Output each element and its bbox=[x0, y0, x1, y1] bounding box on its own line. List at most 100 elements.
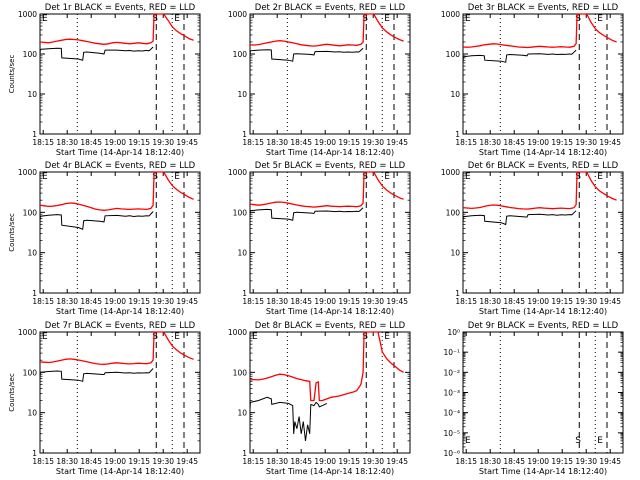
y-tick-label: 100 bbox=[23, 368, 38, 377]
x-tick-label: 18:45 bbox=[290, 457, 312, 466]
y-tick-label: 10 bbox=[237, 249, 247, 258]
y-tick-label: 1 bbox=[242, 289, 247, 298]
y-tick-label: 10 bbox=[237, 90, 247, 99]
series-line-events bbox=[249, 396, 328, 441]
x-tick-label: 19:30 bbox=[362, 457, 384, 466]
x-tick-label: 18:30 bbox=[266, 297, 288, 306]
series-line-lld bbox=[249, 331, 404, 402]
chart-panel-9: Det 9r BLACK = Events, RED = LLD Start Ti… bbox=[443, 321, 624, 476]
x-tick-label: 18:15 bbox=[455, 457, 477, 466]
y-tick-label: 1000 bbox=[18, 168, 37, 177]
x-tick-label: 19:30 bbox=[152, 138, 174, 147]
x-tick-label: 18:45 bbox=[503, 138, 525, 147]
y-tick-label: 1 bbox=[242, 130, 247, 139]
x-tick-label: 19:45 bbox=[599, 138, 621, 147]
y-tick-label: 1000 bbox=[228, 10, 247, 19]
x-tick-label: 19:15 bbox=[338, 457, 360, 466]
marker-s: S bbox=[362, 332, 368, 342]
plot-frame bbox=[462, 331, 624, 454]
marker-e-right: E bbox=[384, 14, 390, 24]
chart-title: Det 6r BLACK = Events, RED = LLD bbox=[468, 161, 619, 171]
x-tick-label: 18:15 bbox=[455, 297, 477, 306]
x-tick-label: 18:15 bbox=[242, 297, 264, 306]
y-axis-label: Counts/sec bbox=[8, 213, 16, 252]
chart-title: Det 5r BLACK = Events, RED = LLD bbox=[255, 161, 406, 171]
chart-panel-6: Det 6r BLACK = Events, RED = LLD Start Ti… bbox=[441, 161, 624, 316]
chart-title: Det 4r BLACK = Events, RED = LLD bbox=[45, 161, 196, 171]
series-line-events bbox=[462, 49, 577, 63]
marker-e-right: E bbox=[174, 332, 180, 342]
marker-s: S bbox=[152, 14, 158, 24]
series-line-events bbox=[39, 46, 154, 61]
x-tick-label: 18:30 bbox=[479, 138, 501, 147]
y-tick-label: 100 bbox=[233, 50, 248, 59]
x-tick-label: 19:15 bbox=[338, 138, 360, 147]
y-tick-label: 100 bbox=[233, 368, 248, 377]
x-tick-label: 18:15 bbox=[32, 138, 54, 147]
plot-frame bbox=[249, 171, 411, 294]
chart-panel-3: Det 3r BLACK = Events, RED = LLD Start Ti… bbox=[441, 3, 624, 157]
x-tick-label: 19:00 bbox=[104, 457, 126, 466]
x-tick-label: 19:45 bbox=[176, 138, 198, 147]
series-line-events bbox=[39, 211, 154, 231]
x-tick-label: 19:15 bbox=[338, 297, 360, 306]
y-tick-label: 1000 bbox=[18, 10, 37, 19]
x-tick-label: 19:45 bbox=[386, 138, 408, 147]
x-tick-label: 18:45 bbox=[503, 297, 525, 306]
x-tick-label: 18:45 bbox=[80, 297, 102, 306]
x-axis-label: Start Time (14-Apr-14 18:12:40) bbox=[266, 467, 394, 476]
marker-e-left: E bbox=[465, 14, 471, 24]
x-tick-label: 19:30 bbox=[575, 457, 597, 466]
x-tick-label: 19:45 bbox=[599, 297, 621, 306]
y-tick-label: 10⁻¹ bbox=[443, 348, 460, 357]
y-axis-label: Counts/sec bbox=[8, 55, 16, 94]
x-tick-label: 19:15 bbox=[128, 138, 150, 147]
plot-frame bbox=[39, 331, 201, 454]
y-tick-label: 10⁰ bbox=[447, 328, 460, 337]
series-line-lld bbox=[462, 13, 617, 49]
y-tick-label: 10 bbox=[27, 409, 37, 418]
y-tick-label: 1000 bbox=[441, 10, 460, 19]
marker-e-right: E bbox=[597, 436, 603, 446]
series-line-lld bbox=[39, 331, 194, 365]
x-tick-label: 19:15 bbox=[551, 138, 573, 147]
x-tick-label: 19:15 bbox=[128, 457, 150, 466]
marker-s: S bbox=[152, 332, 158, 342]
x-tick-label: 19:15 bbox=[551, 457, 573, 466]
y-tick-label: 100 bbox=[233, 208, 248, 217]
x-tick-label: 18:30 bbox=[56, 138, 78, 147]
x-tick-label: 18:15 bbox=[242, 138, 264, 147]
marker-e-right: E bbox=[597, 172, 603, 182]
x-tick-label: 18:30 bbox=[266, 457, 288, 466]
x-tick-label: 18:15 bbox=[242, 457, 264, 466]
x-tick-label: 19:00 bbox=[527, 138, 549, 147]
x-tick-label: 19:30 bbox=[152, 297, 174, 306]
marker-e-left: E bbox=[42, 14, 48, 24]
x-tick-label: 19:00 bbox=[314, 457, 336, 466]
chart-panel-2: Det 2r BLACK = Events, RED = LLD Start Ti… bbox=[228, 3, 411, 157]
y-tick-label: 10⁻⁴ bbox=[443, 409, 460, 418]
x-tick-label: 19:45 bbox=[176, 457, 198, 466]
x-tick-label: 18:30 bbox=[56, 297, 78, 306]
series-line-events bbox=[249, 207, 364, 221]
marker-s: S bbox=[575, 14, 581, 24]
chart-title: Det 7r BLACK = Events, RED = LLD bbox=[45, 321, 196, 331]
x-tick-label: 18:45 bbox=[503, 457, 525, 466]
y-axis-label: Counts/sec bbox=[8, 373, 16, 412]
y-tick-label: 10 bbox=[237, 409, 247, 418]
x-axis-label: Start Time (14-Apr-14 18:12:40) bbox=[479, 307, 607, 316]
x-tick-label: 19:30 bbox=[575, 138, 597, 147]
series-line-lld bbox=[39, 171, 194, 211]
y-tick-label: 1000 bbox=[228, 328, 247, 337]
y-tick-label: 100 bbox=[23, 208, 38, 217]
x-axis-label: Start Time (14-Apr-14 18:12:40) bbox=[479, 148, 607, 157]
y-tick-label: 1000 bbox=[228, 168, 247, 177]
plot-frame bbox=[462, 13, 624, 135]
y-tick-label: 100 bbox=[23, 50, 38, 59]
series-line-lld bbox=[39, 13, 194, 45]
x-tick-label: 19:30 bbox=[362, 297, 384, 306]
plot-frame bbox=[462, 171, 624, 294]
x-tick-label: 18:45 bbox=[290, 297, 312, 306]
marker-e-left: E bbox=[465, 172, 471, 182]
series-line-lld bbox=[249, 171, 404, 208]
